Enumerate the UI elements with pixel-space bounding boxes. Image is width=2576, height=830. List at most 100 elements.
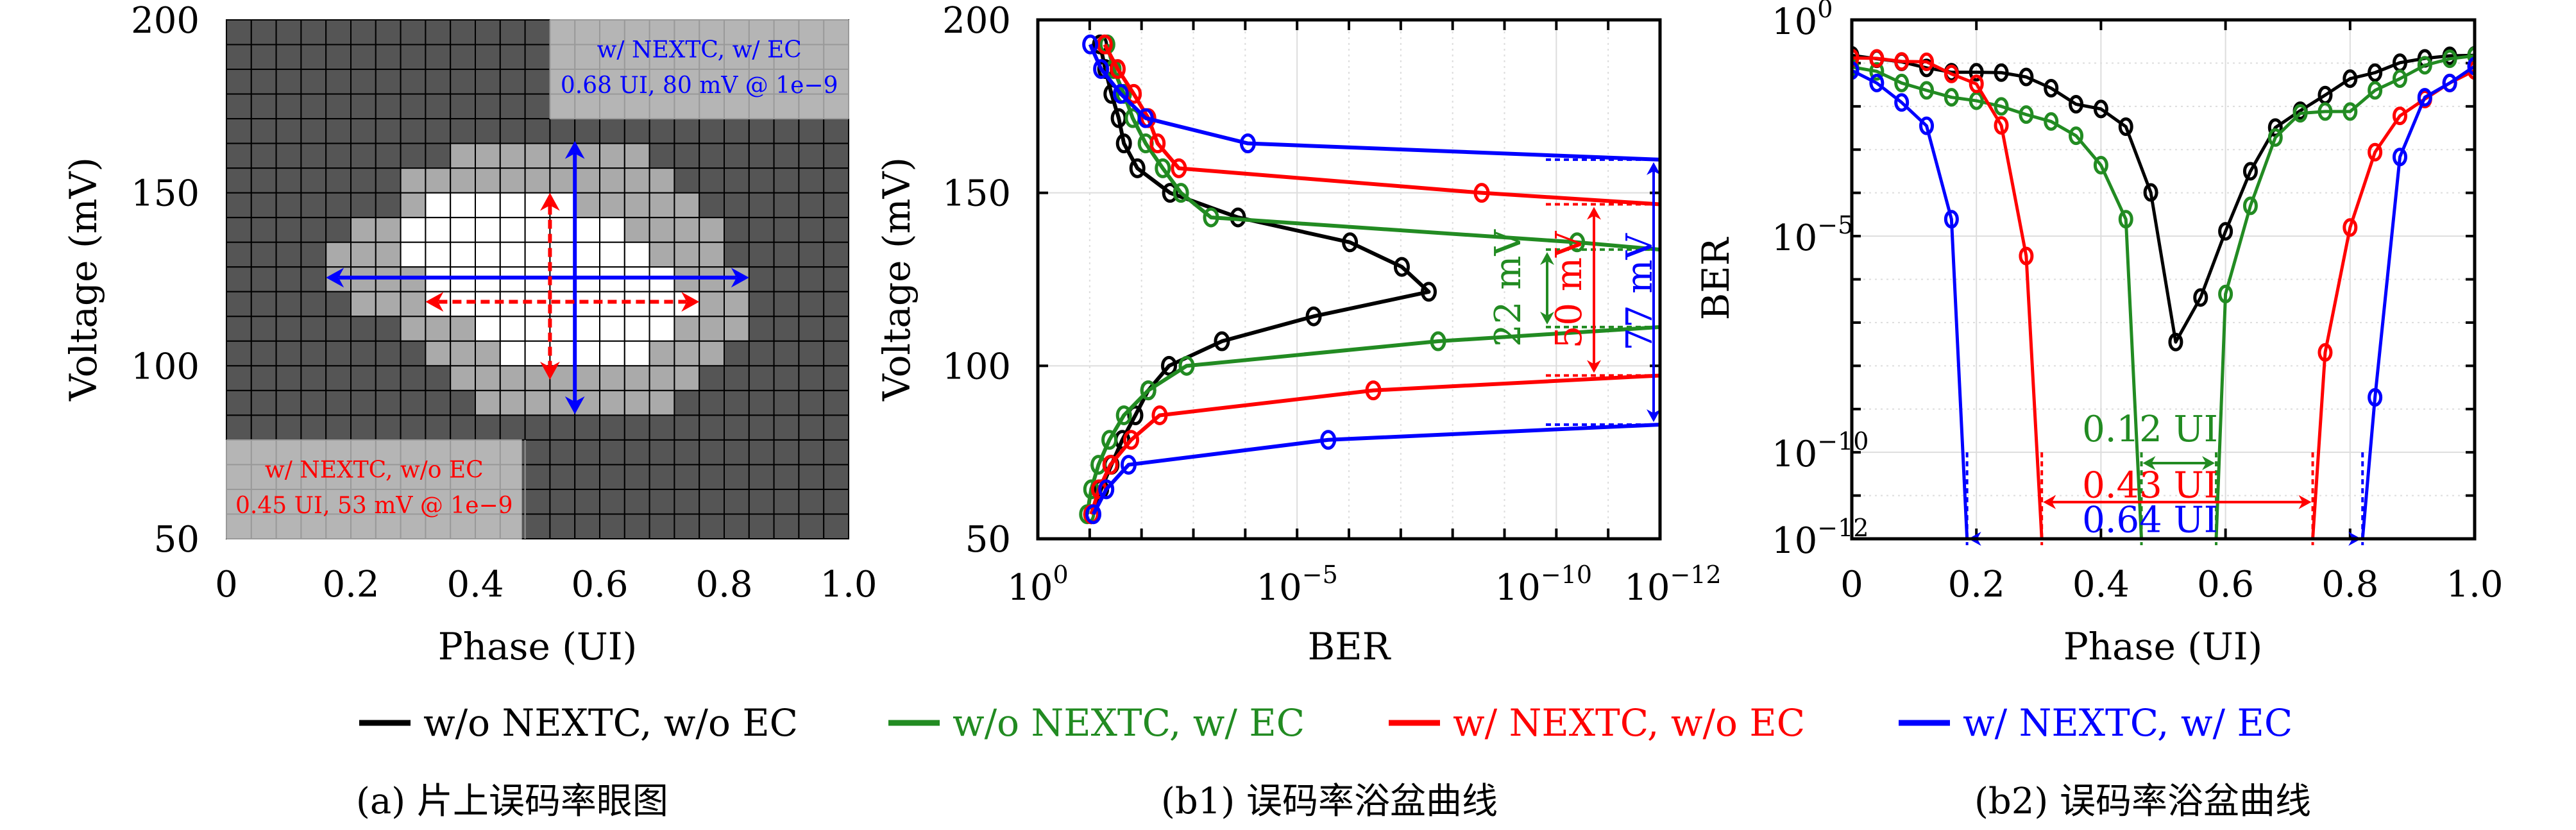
eye-cell <box>648 488 675 515</box>
b2-marker-g <box>1869 62 1885 81</box>
x-tick-label: 0.8 <box>695 564 752 606</box>
eye-cell <box>724 439 750 466</box>
tick-exponent: −12 <box>1670 561 1722 589</box>
eye-cell <box>250 241 277 268</box>
eye-cell <box>450 291 477 318</box>
x-tick-label: 0.4 <box>446 564 504 606</box>
eye-cell <box>350 118 377 144</box>
eye-cell <box>748 167 775 194</box>
x-tick-label: 0.6 <box>2197 564 2254 606</box>
eye-cell <box>400 93 427 120</box>
eye-cell <box>450 44 477 71</box>
eye-cell <box>574 118 601 144</box>
eye-cell <box>699 192 725 219</box>
b1-height-label-g: 22 mV <box>1487 229 1529 347</box>
b1-marker-k <box>1393 257 1410 277</box>
eye-cell <box>623 488 650 515</box>
eye-cell <box>798 142 825 169</box>
eye-cell <box>499 365 526 391</box>
eye-cell <box>350 241 377 268</box>
eye-cell <box>798 365 825 391</box>
eye-cell <box>599 167 625 194</box>
eye-cell <box>724 291 750 318</box>
b2-marker-g <box>2069 126 2084 146</box>
eye-cell <box>823 142 849 169</box>
eye-cell <box>823 488 849 515</box>
eye-cell <box>623 142 650 169</box>
eye-cell <box>475 93 501 120</box>
b2-marker-k <box>2019 67 2034 87</box>
eye-cell <box>425 192 452 219</box>
b1-marker-r <box>1096 34 1113 55</box>
b2-line-r <box>2311 69 2475 539</box>
arrow-head-down <box>1540 311 1554 325</box>
b1-marker-k <box>1305 306 1322 326</box>
eye-cell <box>599 291 625 318</box>
b1-y-axis-label: Voltage (mV) <box>875 157 919 402</box>
eye-cell <box>524 241 551 268</box>
legend-label: w/o NEXTC, w/o EC <box>423 701 798 745</box>
eye-cell <box>475 192 501 219</box>
b2-marker-g <box>1994 97 2009 116</box>
arrow-head-left <box>326 267 344 288</box>
eye-cell <box>648 340 675 367</box>
eye-cell <box>648 142 675 169</box>
eye-cell <box>325 142 352 169</box>
legend-label: w/o NEXTC, w/ EC <box>953 701 1305 745</box>
eye-cell <box>699 414 725 441</box>
eye-cell <box>499 217 526 243</box>
eye-cell <box>623 414 650 441</box>
eye-cell <box>499 19 526 46</box>
eye-cell <box>524 19 551 46</box>
b2-marker-k <box>2193 288 2208 307</box>
eye-cell <box>425 414 452 441</box>
eye-cell <box>623 167 650 194</box>
eye-cell <box>524 340 551 367</box>
eye-cell <box>648 118 675 144</box>
eye-cell <box>574 291 601 318</box>
eye-cell <box>375 316 402 342</box>
arrow-head-right <box>2202 456 2216 471</box>
eye-cell <box>275 365 302 391</box>
eye-cell <box>748 291 775 318</box>
b1-marker-g <box>1115 405 1132 425</box>
b2-marker-g <box>2442 49 2457 69</box>
b2-marker-k <box>2143 183 2158 202</box>
x-tick-label: 10−10 <box>1495 561 1592 609</box>
eye-cell <box>549 464 576 490</box>
eye-cell <box>250 19 277 46</box>
eye-cell <box>450 365 477 391</box>
eye-cell <box>499 167 526 194</box>
b1-marker-r <box>1473 183 1490 203</box>
eye-cell <box>724 513 750 540</box>
eye-cell <box>599 414 625 441</box>
eye-cell <box>300 365 327 391</box>
eye-cell <box>773 316 800 342</box>
eye-cell <box>674 389 700 416</box>
eye-cell <box>250 291 277 318</box>
b2-marker-r <box>2318 343 2333 362</box>
arrow-head-up <box>564 140 585 159</box>
eye-cell <box>400 19 427 46</box>
eye-cell <box>823 217 849 243</box>
tick-exponent: −10 <box>1541 561 1592 589</box>
eye-cell <box>325 167 352 194</box>
eye-cell <box>648 241 675 268</box>
x-tick-label: 10−12 <box>1624 561 1721 609</box>
eye-cell <box>724 241 750 268</box>
eye-cell <box>574 414 601 441</box>
b1-series <box>1079 34 1660 525</box>
eye-cell <box>425 389 452 416</box>
x-tick-label: 1.0 <box>820 564 877 606</box>
b2-x-axis-label: Phase (UI) <box>2063 625 2263 668</box>
eye-cell <box>375 217 402 243</box>
b2-marker-r <box>1994 115 2009 135</box>
eye-cell <box>499 44 526 71</box>
eye-cell <box>325 291 352 318</box>
eye-cell <box>798 291 825 318</box>
eye-cell <box>325 340 352 367</box>
arrow-head-right <box>2298 495 2312 509</box>
eye-cell <box>475 340 501 367</box>
tick-base: 10 <box>1624 567 1670 609</box>
b2-line-g <box>1852 65 2144 539</box>
